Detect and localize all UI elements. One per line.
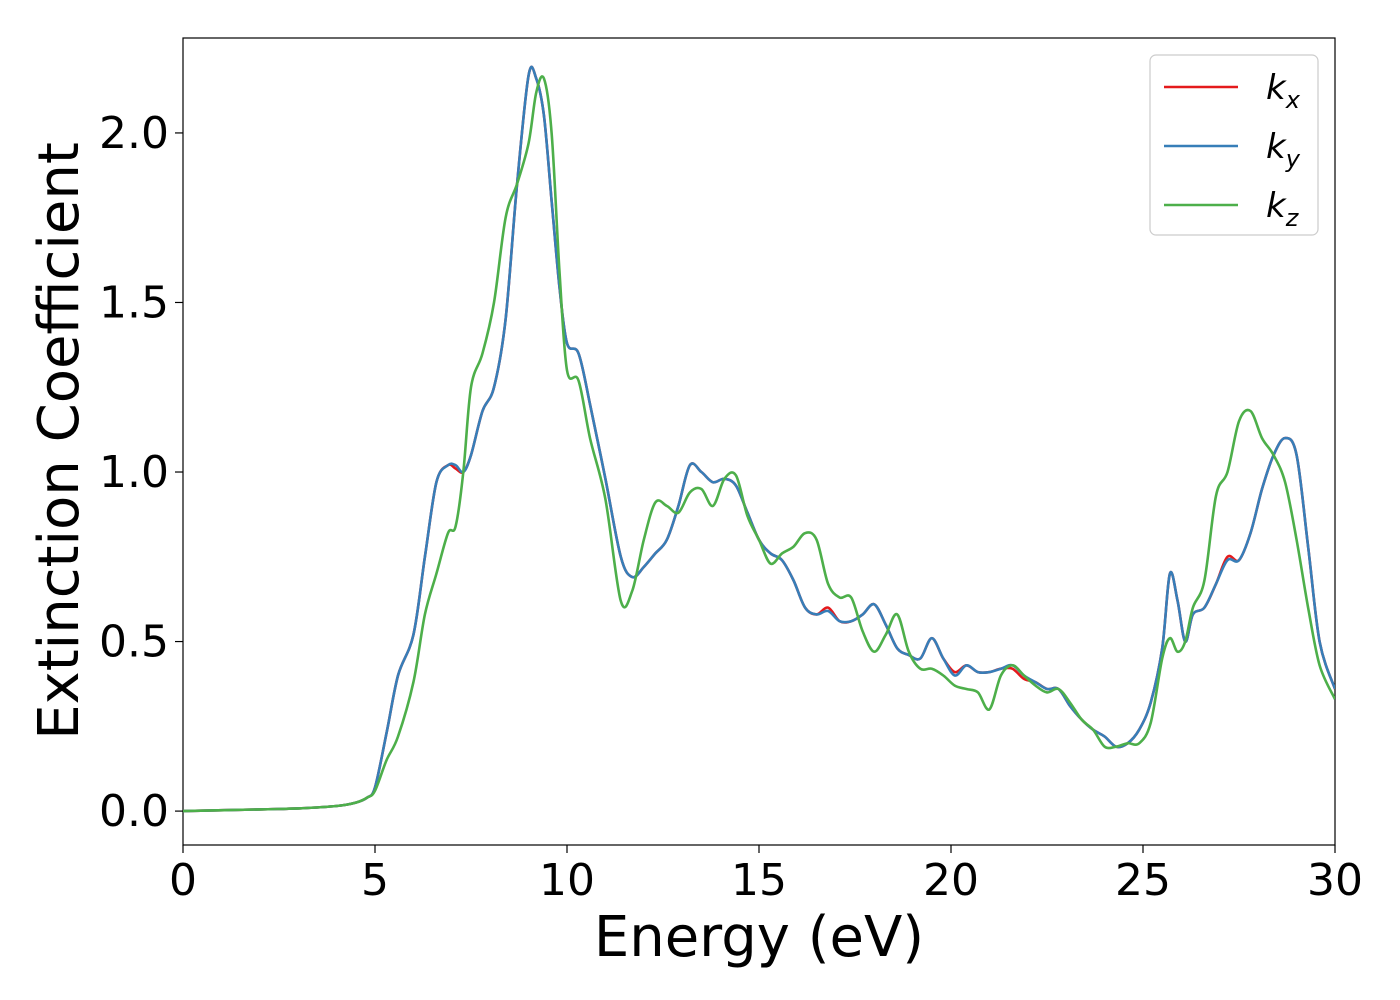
series-layer [183, 65, 1335, 813]
series-line-ky [183, 65, 1335, 813]
x-tick-label: 15 [731, 855, 787, 906]
series-line-kz [183, 75, 1335, 813]
y-tick-label: 1.0 [99, 447, 169, 498]
x-tick-label: 30 [1307, 855, 1363, 906]
y-tick-label: 0.5 [99, 617, 169, 668]
legend-label-ky: ky [1266, 127, 1301, 173]
x-tick-label: 5 [361, 855, 389, 906]
x-axis-title: Energy (eV) [594, 905, 924, 970]
x-tick-label: 10 [539, 855, 595, 906]
x-tick-label: 25 [1115, 855, 1171, 906]
y-axis: 0.0 0.5 1.0 1.5 2.0 [99, 108, 183, 837]
y-tick-label: 1.5 [99, 277, 169, 328]
x-tick-label: 0 [169, 855, 197, 906]
y-tick-label: 2.0 [99, 108, 169, 159]
y-axis-title: Extinction Coefficient [27, 142, 92, 740]
legend-label-kx: kx [1266, 68, 1301, 114]
x-axis: 0 5 10 15 20 25 30 [169, 845, 1363, 906]
y-tick-label: 0.0 [99, 786, 169, 837]
x-tick-label: 20 [923, 855, 979, 906]
